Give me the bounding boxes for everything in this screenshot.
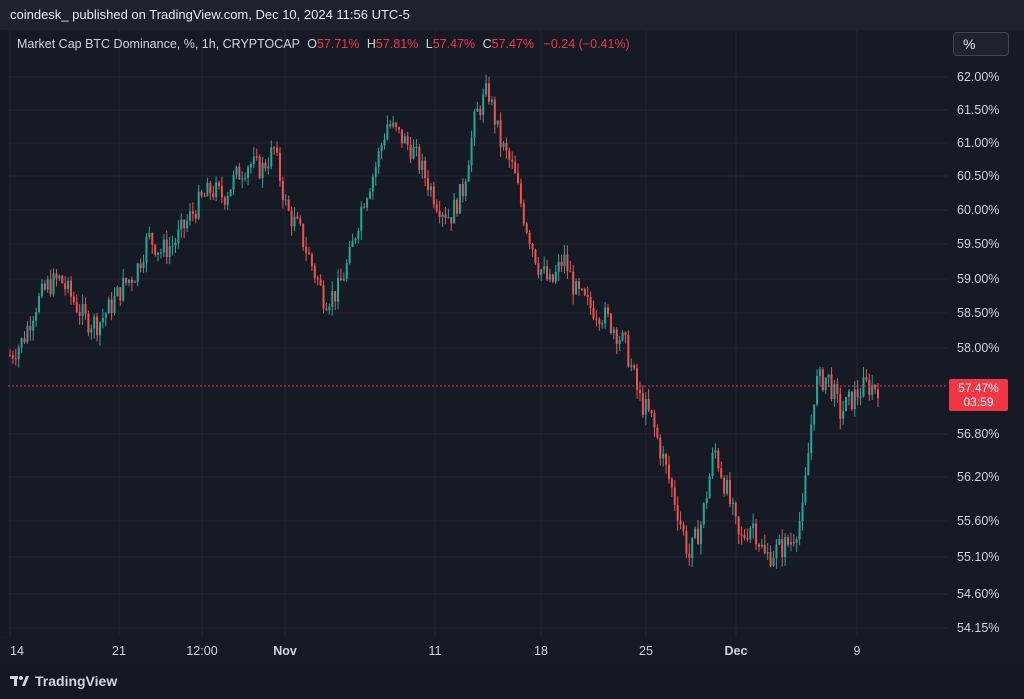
publish-bar: coindesk_ published on TradingView.com, … <box>0 0 1024 30</box>
low-label: L <box>425 37 433 51</box>
publish-info: coindesk_ published on TradingView.com, … <box>10 7 410 22</box>
tradingview-logo-icon <box>10 676 29 686</box>
price-axis[interactable] <box>948 30 1024 636</box>
symbol-name: Market Cap BTC Dominance, %, 1h, CRYPTOC… <box>17 37 300 51</box>
open-label: O <box>307 37 317 51</box>
tradingview-brand[interactable]: TradingView <box>10 673 117 689</box>
bar-countdown: 03:59 <box>963 394 994 409</box>
high-value: 57.81% <box>375 37 419 51</box>
open-value: 57.71% <box>316 37 360 51</box>
last-price-tag: 57.47% 03:59 <box>949 378 1008 411</box>
last-price-value: 57.47% <box>958 380 999 395</box>
chart-plot-area[interactable] <box>8 30 948 636</box>
change-value: −0.24 (−0.41%) <box>543 37 630 51</box>
time-axis[interactable] <box>0 636 1024 664</box>
brand-name: TradingView <box>35 673 118 689</box>
close-label: C <box>482 37 492 51</box>
low-value: 57.47% <box>432 37 476 51</box>
high-label: H <box>366 37 376 51</box>
symbol-legend: Market Cap BTC Dominance, %, 1h, CRYPTOC… <box>17 37 630 51</box>
percent-scale-button[interactable]: % <box>953 32 1009 56</box>
close-value: 57.47% <box>491 37 535 51</box>
footer: TradingView <box>0 664 1024 699</box>
